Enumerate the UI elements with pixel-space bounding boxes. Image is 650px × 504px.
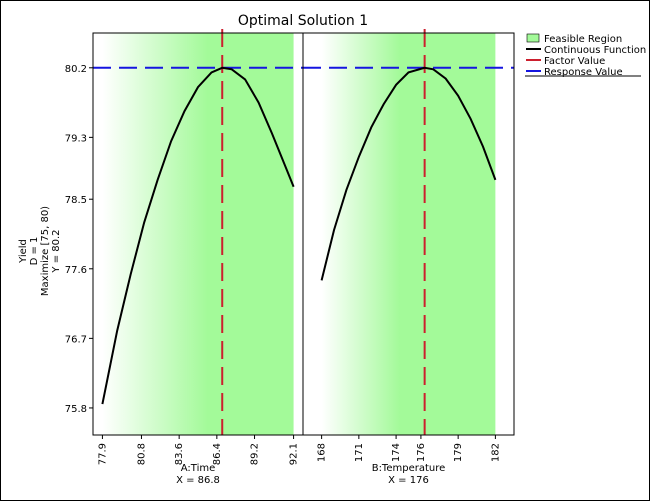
y-tick-label: 77.6 xyxy=(65,265,87,276)
x-axis-label: A:Time xyxy=(181,463,216,474)
y-axis-title: Yield D = 1 Maximize [75, 80) Y = 80.2 xyxy=(18,206,62,296)
x-tick-label: 168 xyxy=(317,443,328,462)
legend-label: Continuous Function xyxy=(544,45,646,56)
y-tick-label: 78.5 xyxy=(65,195,87,206)
y-label-line-3: Maximize [75, 80) xyxy=(40,206,51,296)
y-tick-label: 79.3 xyxy=(65,133,87,144)
x-tick-label: 179 xyxy=(453,443,464,462)
x-axis-label: B:Temperature xyxy=(372,463,446,474)
y-axis: 75.8 76.7 77.6 78.5 79.3 80.2 xyxy=(65,64,93,415)
x-tick-label: 92.1 xyxy=(289,443,300,465)
x-tick-label: 171 xyxy=(354,443,365,462)
legend-label: Response Value xyxy=(544,67,623,78)
y-label-line-1: Yield xyxy=(18,239,29,264)
x-tick-label: 83.6 xyxy=(174,443,185,465)
panel-frame xyxy=(302,32,515,436)
feasible-region xyxy=(321,33,496,435)
x-tick-label: 182 xyxy=(490,443,501,462)
x-tick-label: 89.2 xyxy=(250,443,261,465)
continuous-function-curve xyxy=(320,66,497,281)
continuous-function-curve xyxy=(101,66,295,405)
y-tick-label: 75.8 xyxy=(65,404,87,415)
x-tick-label: 86.4 xyxy=(212,443,223,465)
chart-title: Optimal Solution 1 xyxy=(238,13,368,29)
legend-label: Feasible Region xyxy=(544,34,622,45)
x-tick-label: 176 xyxy=(416,443,427,462)
legend-label: Factor Value xyxy=(544,56,605,67)
factor-setting-label: X = 176 xyxy=(388,475,429,486)
y-label-line-2: D = 1 xyxy=(29,237,40,266)
y-tick-label: 76.7 xyxy=(65,334,87,345)
factor-setting-label: X = 86.8 xyxy=(176,475,220,486)
y-tick-label: 80.2 xyxy=(65,64,87,75)
feasible-region xyxy=(102,33,294,435)
x-tick-label: 80.8 xyxy=(136,443,147,465)
legend-swatch-box xyxy=(526,33,540,43)
y-label-line-4: Y = 80.2 xyxy=(51,229,62,273)
x-tick-label: 77.9 xyxy=(97,443,108,465)
x-tick-label: 174 xyxy=(391,443,402,462)
